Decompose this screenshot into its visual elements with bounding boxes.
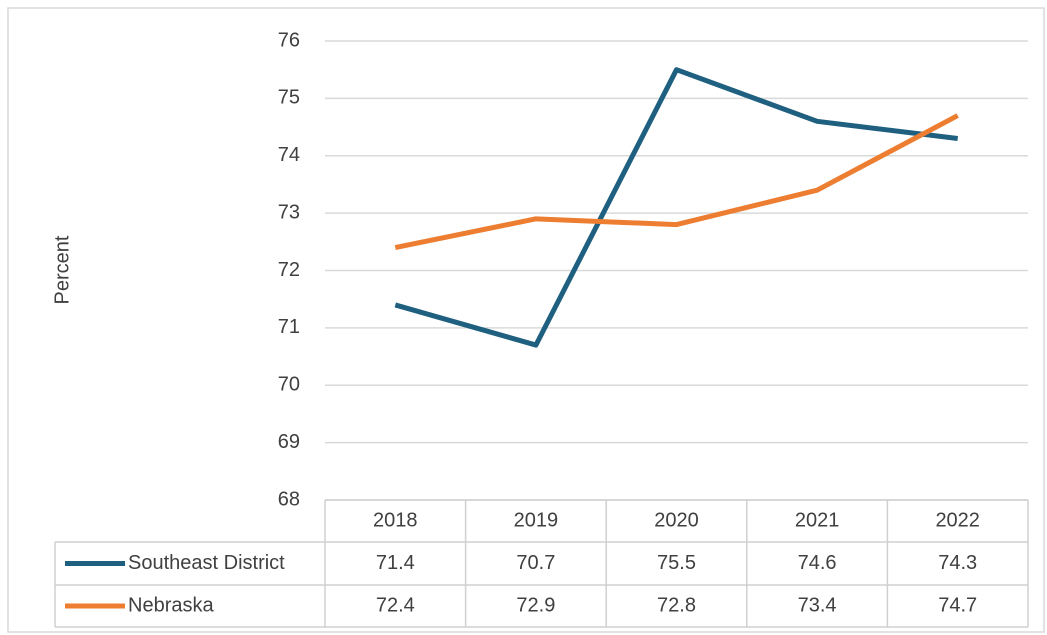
x-tick-label: 2019 — [514, 509, 559, 531]
y-tick-label: 75 — [278, 87, 300, 109]
x-tick-label: 2020 — [654, 509, 699, 531]
table-value: 70.7 — [516, 552, 555, 574]
y-tick-label: 68 — [278, 488, 300, 510]
x-tick-label: 2018 — [373, 509, 418, 531]
y-tick-label: 69 — [278, 431, 300, 453]
table-value: 74.6 — [798, 552, 837, 574]
legend-label: Southeast District — [128, 552, 285, 574]
series-line — [394, 67, 959, 348]
y-tick-label: 76 — [278, 29, 300, 51]
y-tick-label: 71 — [278, 316, 300, 338]
table-value: 75.5 — [657, 552, 696, 574]
table-value: 72.4 — [376, 594, 415, 616]
y-tick-label: 73 — [278, 201, 300, 223]
series-line — [394, 113, 959, 250]
chart-border — [7, 7, 1045, 633]
legend-label: Nebraska — [128, 594, 214, 616]
table-value: 73.4 — [798, 594, 837, 616]
table-value: 74.7 — [938, 594, 977, 616]
y-axis-label: Percent — [51, 235, 73, 304]
table-value: 71.4 — [376, 552, 415, 574]
x-tick-label: 2022 — [935, 509, 980, 531]
y-tick-label: 70 — [278, 374, 300, 396]
y-tick-label: 74 — [278, 144, 300, 166]
x-tick-label: 2021 — [795, 509, 840, 531]
table-value: 72.9 — [516, 594, 555, 616]
table-value: 72.8 — [657, 594, 696, 616]
y-tick-label: 72 — [278, 259, 300, 281]
table-value: 74.3 — [938, 552, 977, 574]
